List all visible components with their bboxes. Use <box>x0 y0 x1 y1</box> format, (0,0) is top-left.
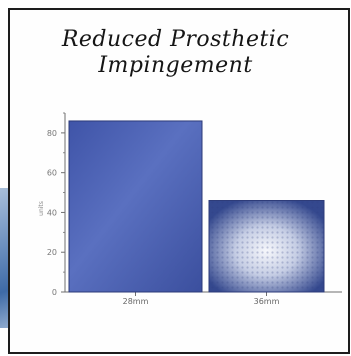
y-axis-label: units <box>38 201 45 216</box>
x-tick-label-28mm: 28mm <box>123 297 149 306</box>
x-tick-label-36mm: 36mm <box>254 297 280 306</box>
y-tick-label-80: 80 <box>47 129 57 138</box>
bar-28mm <box>69 121 202 292</box>
bar-texture-36mm <box>209 201 324 292</box>
y-tick-label-20: 20 <box>47 248 57 257</box>
y-tick-label-0: 0 <box>52 288 57 297</box>
y-tick-label-40: 40 <box>47 208 57 217</box>
chart-bars <box>69 121 324 292</box>
y-tick-label-60: 60 <box>47 169 57 178</box>
